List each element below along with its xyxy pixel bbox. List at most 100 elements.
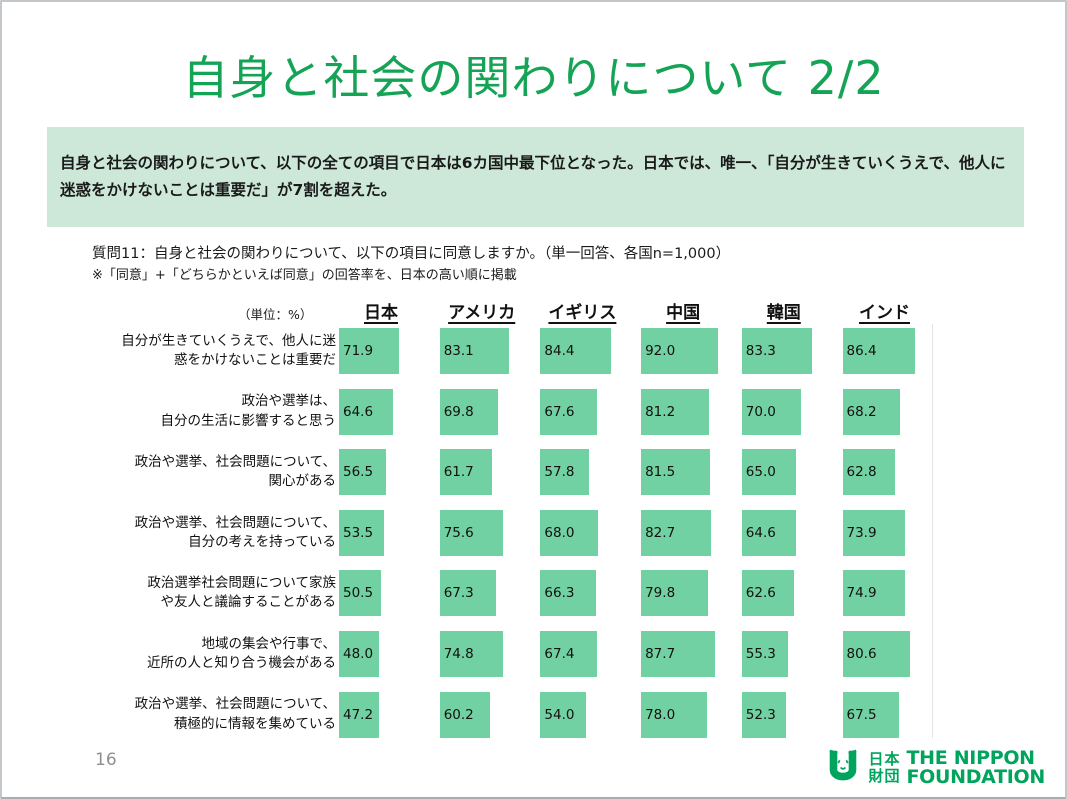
bar-row6-col2: 74.8: [439, 631, 503, 677]
bar-value: 74.8: [443, 646, 474, 662]
bar-value: 87.7: [645, 646, 676, 662]
bar-value: 62.6: [745, 585, 776, 602]
bar-row2-col5: 70.0: [741, 388, 801, 435]
bar-row3-col6: 62.8: [842, 449, 896, 496]
row-label-2: 政治や選挙は、 自分の生活に影響すると思う: [160, 393, 337, 429]
bar-row4-col4: 82.7: [641, 509, 711, 556]
bar-row6-col3: 67.4: [540, 631, 597, 677]
bar-row4-col5: 64.6: [741, 509, 797, 556]
bar-row4-col6: 73.9: [842, 509, 905, 556]
bar-value: 92.0: [645, 343, 676, 359]
page-number: 16: [95, 750, 117, 770]
bar-value: 74.9: [846, 585, 877, 602]
bar-row1-col1: 71.9: [339, 328, 400, 374]
bar-row3-col5: 65.0: [741, 449, 797, 496]
bar-row4-col1: 53.5: [339, 509, 384, 556]
bar-row2-col4: 81.2: [641, 388, 710, 435]
column-header-4: 中国: [666, 303, 701, 323]
bar-value: 66.3: [544, 585, 575, 602]
bar-value: 81.5: [645, 464, 676, 481]
bar-row3-col1: 56.5: [339, 449, 387, 496]
nippon-foundation-mark-icon: [824, 747, 862, 789]
bar-value: 69.8: [443, 403, 474, 420]
bar-value: 73.9: [846, 524, 877, 541]
bar-row2-col3: 67.6: [540, 388, 598, 435]
bar-row7-col5: 52.3: [741, 691, 786, 738]
bar-row2-col1: 64.6: [339, 388, 394, 435]
bar-value: 67.3: [443, 585, 474, 602]
bar-row3-col4: 81.5: [641, 449, 710, 496]
bar-value: 83.3: [745, 343, 776, 359]
bar-row1-col2: 83.1: [439, 328, 510, 374]
column-header-2: アメリカ: [448, 303, 516, 323]
bar-value: 79.8: [645, 585, 676, 602]
bar-value: 67.6: [544, 403, 575, 420]
bar-row3-col3: 57.8: [540, 449, 589, 496]
bar-value: 60.2: [443, 706, 474, 723]
bar-value: 82.7: [645, 524, 676, 541]
bar-value: 47.2: [343, 706, 374, 723]
bar-row7-col2: 60.2: [439, 691, 491, 738]
summary-box: 自身と社会の関わりについて、以下の全ての項目で日本は6カ国中最下位となった。日本…: [47, 127, 1024, 227]
row-label-7: 政治や選挙、社会問題について、 積極的に情報を集めている: [134, 696, 336, 732]
bar-value: 62.8: [846, 464, 877, 481]
question-text: 質問11：自身と社会の関わりについて、以下の項目に同意しますか。（単一回答、各国…: [92, 246, 731, 262]
question-note: ※「同意」+「どちらかといえば同意」の回答率を、日本の高い順に掲載: [92, 268, 517, 283]
bar-row5-col6: 74.9: [842, 570, 906, 617]
bar-value: 64.6: [745, 524, 776, 541]
bar-value: 81.2: [645, 403, 676, 420]
bar-row7-col3: 54.0: [540, 691, 586, 738]
summary-text: 自身と社会の関わりについて、以下の全ての項目で日本は6カ国中最下位となった。日本…: [60, 153, 1006, 199]
bar-row5-col1: 50.5: [339, 570, 382, 617]
bar-row4-col2: 75.6: [439, 509, 504, 556]
column-header-6: インド: [859, 303, 910, 323]
bar-value: 68.0: [544, 524, 575, 541]
bar-row5-col5: 62.6: [741, 570, 795, 617]
row-label-5: 政治選挙社会問題について家族 や友人と議論することがある: [147, 575, 336, 611]
bar-value: 61.7: [443, 464, 474, 481]
bar-row6-col5: 55.3: [741, 631, 789, 677]
page-title: 自身と社会の関わりについて 2/2: [182, 51, 885, 105]
bar-row2-col6: 68.2: [842, 388, 900, 435]
bar-value: 67.4: [544, 646, 575, 662]
bar-row5-col4: 79.8: [641, 570, 709, 617]
bar-value: 64.6: [343, 403, 374, 420]
bar-row1-col4: 92.0: [641, 328, 719, 374]
column-header-5: 韓国: [766, 303, 801, 323]
column-header-1: 日本: [364, 303, 398, 323]
bar-row1-col3: 84.4: [540, 328, 612, 374]
bar-value: 57.8: [544, 464, 575, 481]
bar-value: 80.6: [846, 646, 877, 662]
bar-row7-col1: 47.2: [339, 691, 379, 738]
column-header-3: イギリス: [548, 303, 617, 323]
row-label-6: 地域の集会や行事で、 近所の人と知り合う機会がある: [147, 635, 336, 671]
bar-row1-col5: 83.3: [741, 328, 812, 374]
bar-value: 71.9: [343, 343, 374, 359]
bar-row6-col6: 80.6: [842, 631, 911, 677]
nippon-foundation-logo: 日本 財団 THE NIPPON FOUNDATION: [824, 747, 1045, 789]
bar-value: 50.5: [343, 585, 374, 602]
row-label-4: 政治や選挙、社会問題について、 自分の考えを持っている: [134, 514, 336, 550]
row-label-1: 自分が生きていくうえで、他人に迷 惑をかけないことは重要だ: [121, 332, 336, 368]
bar-value: 78.0: [645, 706, 676, 723]
bar-row2-col2: 69.8: [439, 388, 499, 435]
bar-value: 54.0: [544, 706, 575, 723]
bar-row7-col4: 78.0: [641, 691, 707, 738]
bar-value: 84.4: [544, 343, 575, 359]
bar-value: 68.2: [846, 403, 877, 420]
unit-label: （単位：%）: [238, 307, 313, 322]
bar-row5-col2: 67.3: [439, 570, 497, 617]
logo-english-text: THE NIPPON FOUNDATION: [906, 746, 1045, 788]
bar-value: 83.1: [443, 343, 474, 359]
bar-row1-col6: 86.4: [842, 328, 916, 374]
plot-area-right-border: [932, 324, 933, 738]
bar-row6-col1: 48.0: [339, 631, 380, 677]
bar-row6-col4: 87.7: [641, 631, 715, 677]
bar-value: 67.5: [846, 706, 877, 723]
bar-value: 75.6: [443, 524, 474, 541]
bar-value: 48.0: [343, 646, 374, 662]
bar-value: 56.5: [343, 464, 374, 481]
bar-value: 52.3: [745, 706, 776, 723]
